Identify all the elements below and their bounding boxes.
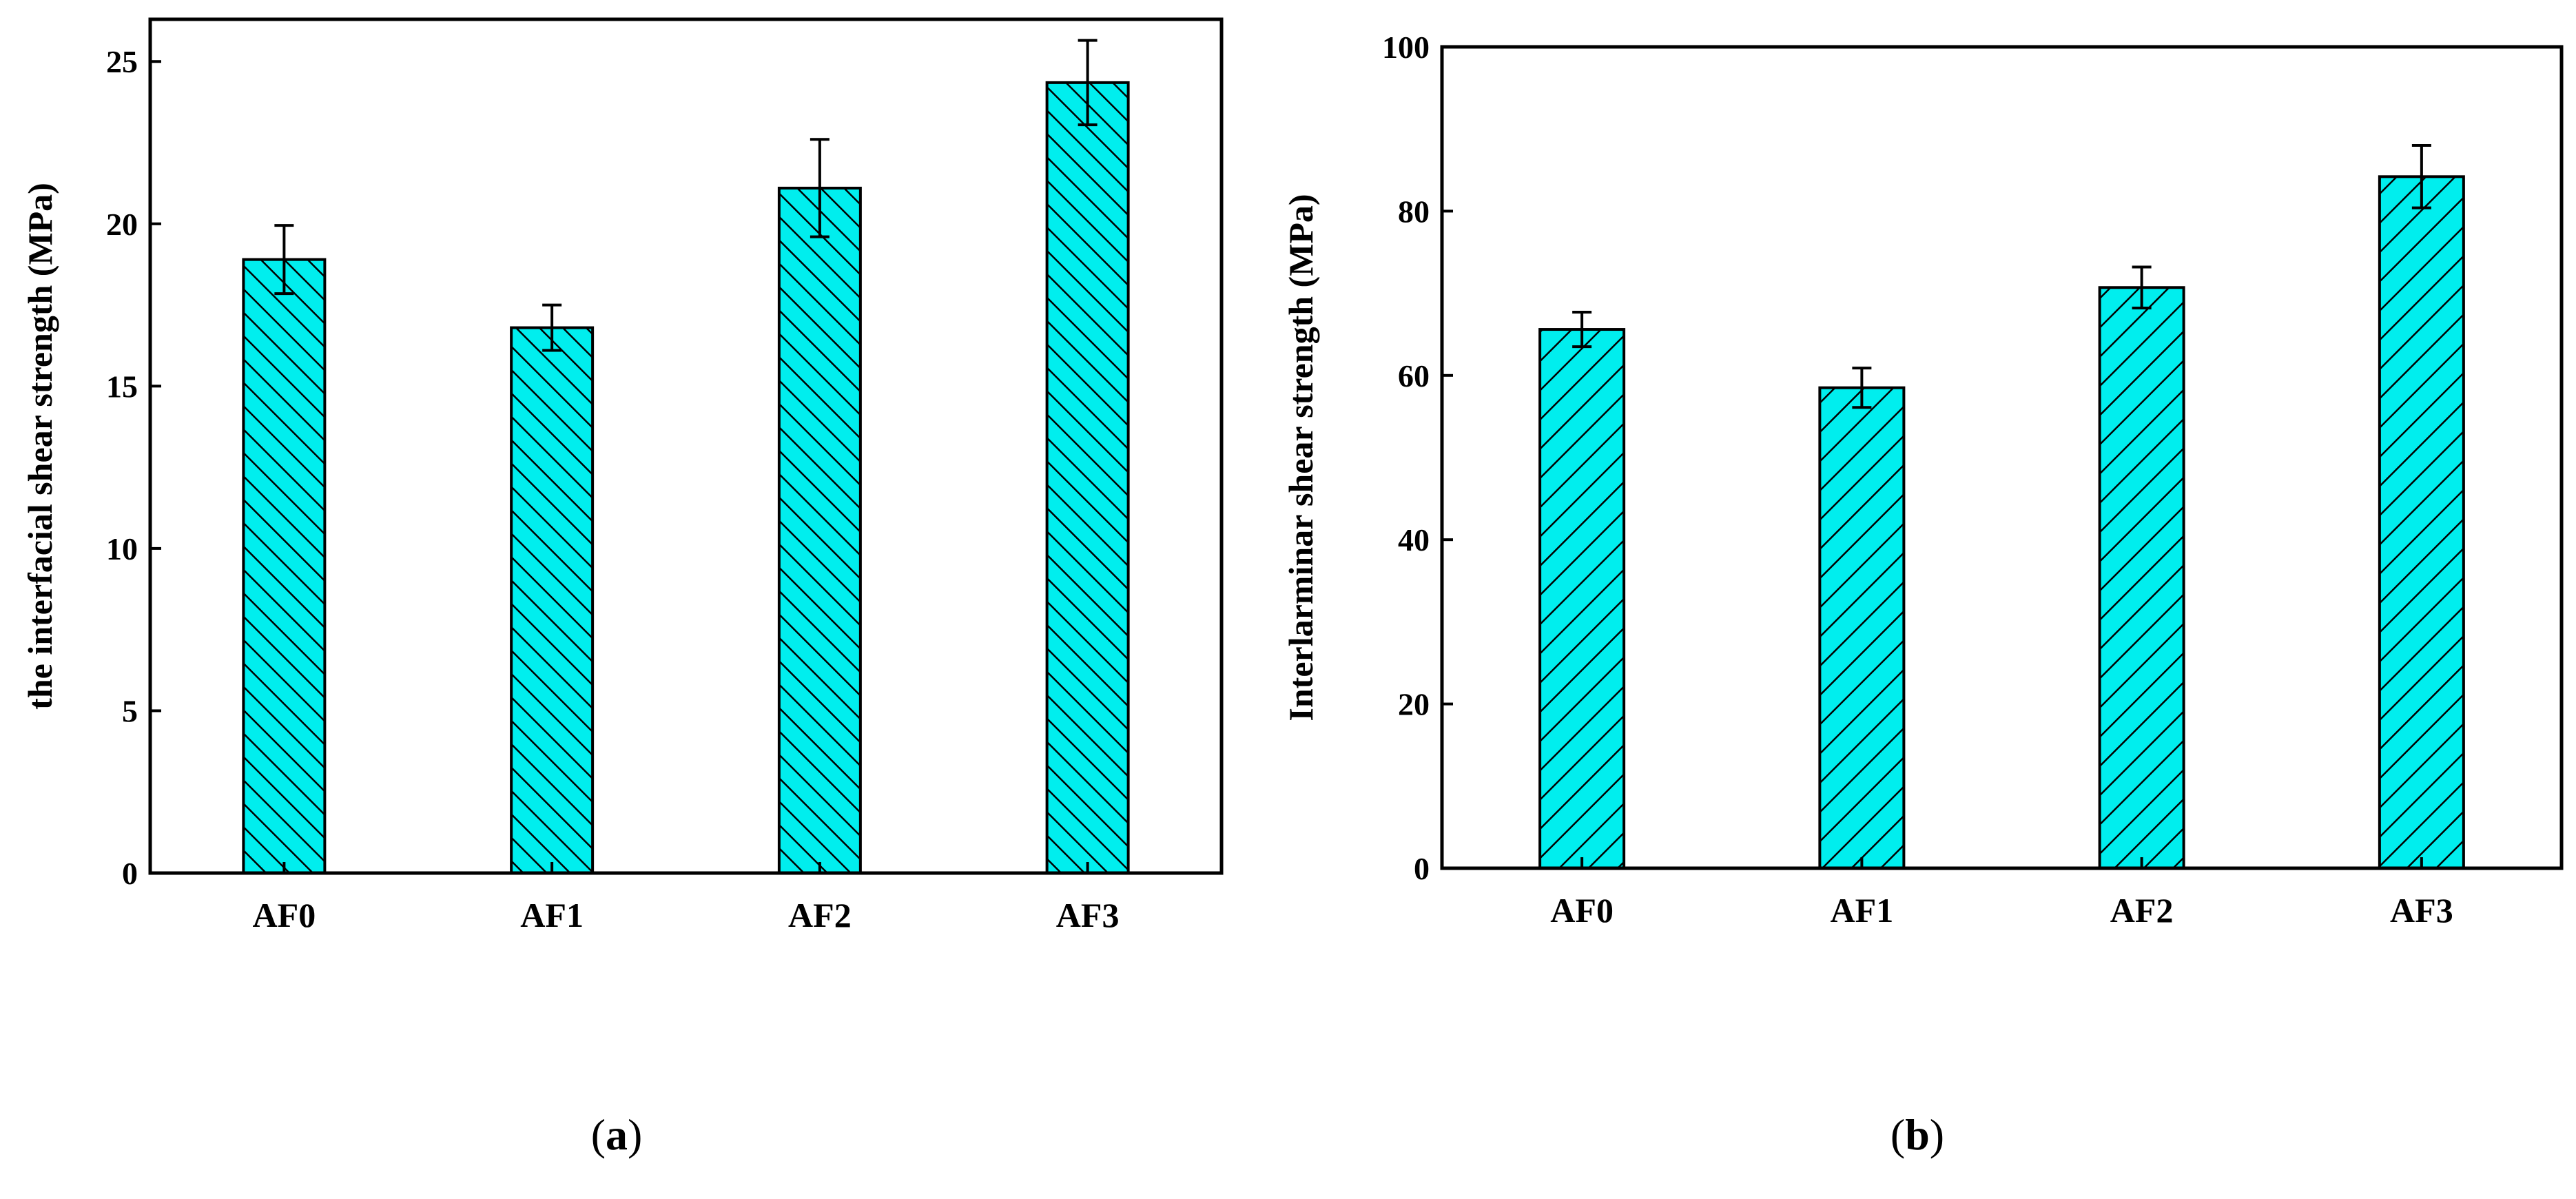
x-axis-ticks: AF0 AF1 AF2 AF3 xyxy=(1550,857,2453,930)
bar-AF0 xyxy=(242,258,327,874)
error-bars-group xyxy=(1572,144,2431,409)
error-bar-AF0 xyxy=(1572,311,1592,349)
x-tick-label: AF3 xyxy=(1056,896,1120,934)
x-tick-label: AF1 xyxy=(520,896,584,934)
bar-AF2 xyxy=(2098,286,2185,870)
y-tick-label: 0 xyxy=(1414,851,1430,886)
y-axis-ticks: 0 20 40 60 80 100 xyxy=(1382,30,1453,886)
panel-label: (b) xyxy=(1890,1110,1944,1159)
bar-AF3 xyxy=(1045,81,1130,875)
bar-AF3 xyxy=(2378,175,2465,870)
error-bar-AF2 xyxy=(2132,265,2152,310)
y-tick-label: 40 xyxy=(1398,522,1430,557)
error-bars-group xyxy=(274,39,1098,352)
bar-AF2 xyxy=(777,186,862,874)
x-tick-label: AF1 xyxy=(1831,891,1894,930)
y-axis-ticks: 0 5 10 15 20 25 xyxy=(106,44,161,891)
y-tick-label: 15 xyxy=(106,369,138,404)
x-tick-label: AF0 xyxy=(253,896,316,934)
y-tick-label: 60 xyxy=(1398,358,1430,393)
y-tick-label: 0 xyxy=(122,856,138,891)
y-tick-label: 20 xyxy=(1398,687,1430,722)
y-tick-label: 5 xyxy=(122,693,138,728)
error-bar-AF3 xyxy=(1078,39,1098,127)
error-bar-AF0 xyxy=(274,224,294,296)
y-tick-label: 25 xyxy=(106,44,138,79)
error-bar-AF3 xyxy=(2411,144,2431,209)
y-tick-label: 10 xyxy=(106,531,138,566)
x-axis-ticks: AF0 AF1 AF2 AF3 xyxy=(253,862,1120,934)
bars-group xyxy=(1538,175,2465,870)
chart-panel-b: 0 20 40 60 80 100 AF0 AF1 AF2 AF3 Interlarminar … xyxy=(1281,30,2564,1159)
bar-AF1 xyxy=(1818,386,1906,870)
y-axis-title: the interfacial shear strength (MPa) xyxy=(21,183,59,710)
bar-AF1 xyxy=(510,326,595,874)
y-tick-label: 100 xyxy=(1382,30,1430,65)
error-bar-AF1 xyxy=(542,303,562,352)
panel-label: (a) xyxy=(591,1110,643,1159)
x-tick-label: AF2 xyxy=(788,896,852,934)
bar-AF0 xyxy=(1538,328,1626,870)
plot-frame xyxy=(1440,45,2564,870)
error-bar-AF2 xyxy=(810,138,830,238)
x-tick-label: AF0 xyxy=(1550,891,1614,930)
chart-panel-a: 0 5 10 15 20 25 AF0 AF1 AF2 AF3 the interfacial … xyxy=(21,17,1224,1159)
error-bar-AF1 xyxy=(1852,367,1872,409)
plot-frame xyxy=(148,17,1224,875)
y-tick-label: 80 xyxy=(1398,194,1430,229)
x-tick-label: AF2 xyxy=(2110,891,2174,930)
y-axis-title: Interlarminar shear strength (MPa) xyxy=(1281,194,1320,721)
y-tick-label: 20 xyxy=(106,207,138,242)
x-tick-label: AF3 xyxy=(2390,891,2453,930)
bars-group xyxy=(242,81,1130,875)
